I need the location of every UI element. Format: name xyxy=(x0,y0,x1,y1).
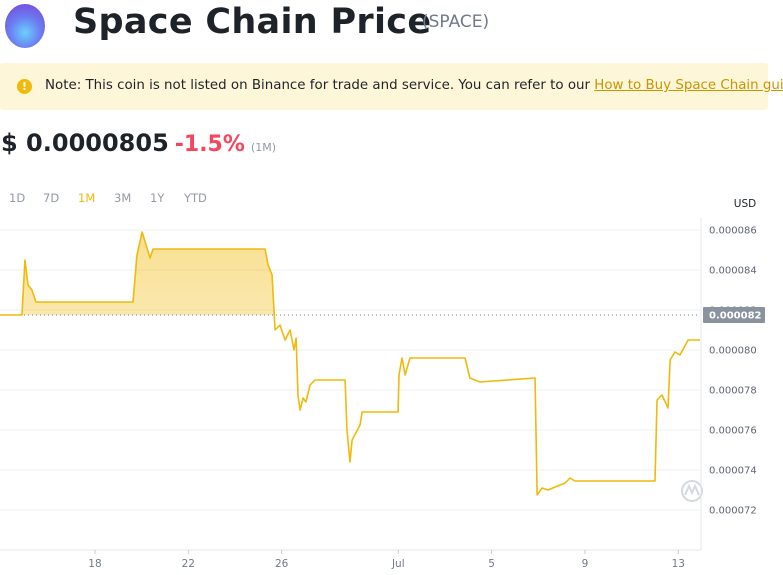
range-tabs: 1D 7D 1M 3M 1Y YTD xyxy=(0,191,300,207)
range-tab[interactable]: YTD xyxy=(184,191,207,205)
price-line xyxy=(0,231,700,496)
price-change: -1.5% xyxy=(174,132,245,157)
x-tick-label: 5 xyxy=(488,558,495,570)
guide-link[interactable]: How to Buy Space Chain guide xyxy=(594,78,783,93)
x-tick-label: 26 xyxy=(275,558,289,570)
note-icon: ! xyxy=(17,79,32,94)
area-fill xyxy=(0,232,700,315)
x-tick-label: 13 xyxy=(672,558,685,570)
x-tick-label: 22 xyxy=(182,558,195,570)
coin-logo xyxy=(5,4,45,48)
y-tick-label: 0.000074 xyxy=(709,466,757,477)
range-tab[interactable]: 3M xyxy=(114,191,132,205)
baseline-label-box xyxy=(703,307,765,323)
change-period: (1M) xyxy=(250,141,276,154)
y-tick-label: 0.000072 xyxy=(709,506,757,517)
unit-label: USD xyxy=(734,198,756,210)
note-text: Note: This coin is not listed on Binance… xyxy=(45,78,783,93)
watermark xyxy=(681,480,703,502)
baseline-label: 0.000082 xyxy=(709,311,762,322)
range-tab[interactable]: 7D xyxy=(43,191,60,205)
x-tick-label: 18 xyxy=(88,558,101,570)
x-tick-label: 9 xyxy=(582,558,589,570)
y-tick-label: 0.000078 xyxy=(709,386,757,397)
note-banner: ! Note: This coin is not listed on Binan… xyxy=(0,63,783,110)
price: $ 0.0000805 xyxy=(1,129,169,157)
y-tick-label: 0.000080 xyxy=(709,346,757,357)
price-row: $ 0.0000805 -1.5% (1M) xyxy=(1,129,276,157)
ticker: (SPACE) xyxy=(422,12,490,32)
page-title: Space Chain Price xyxy=(73,2,432,42)
range-tab[interactable]: 1D xyxy=(9,191,26,205)
y-tick-label: 0.000084 xyxy=(709,266,757,277)
y-tick-label: 0.000086 xyxy=(709,226,757,237)
y-tick-label: 0.000076 xyxy=(709,426,757,437)
range-tab[interactable]: 1M xyxy=(78,191,96,205)
range-tab[interactable]: 1Y xyxy=(150,191,165,205)
x-tick-label: Jul xyxy=(391,558,405,570)
note-body: Note: This coin is not listed on Binance… xyxy=(45,78,595,93)
